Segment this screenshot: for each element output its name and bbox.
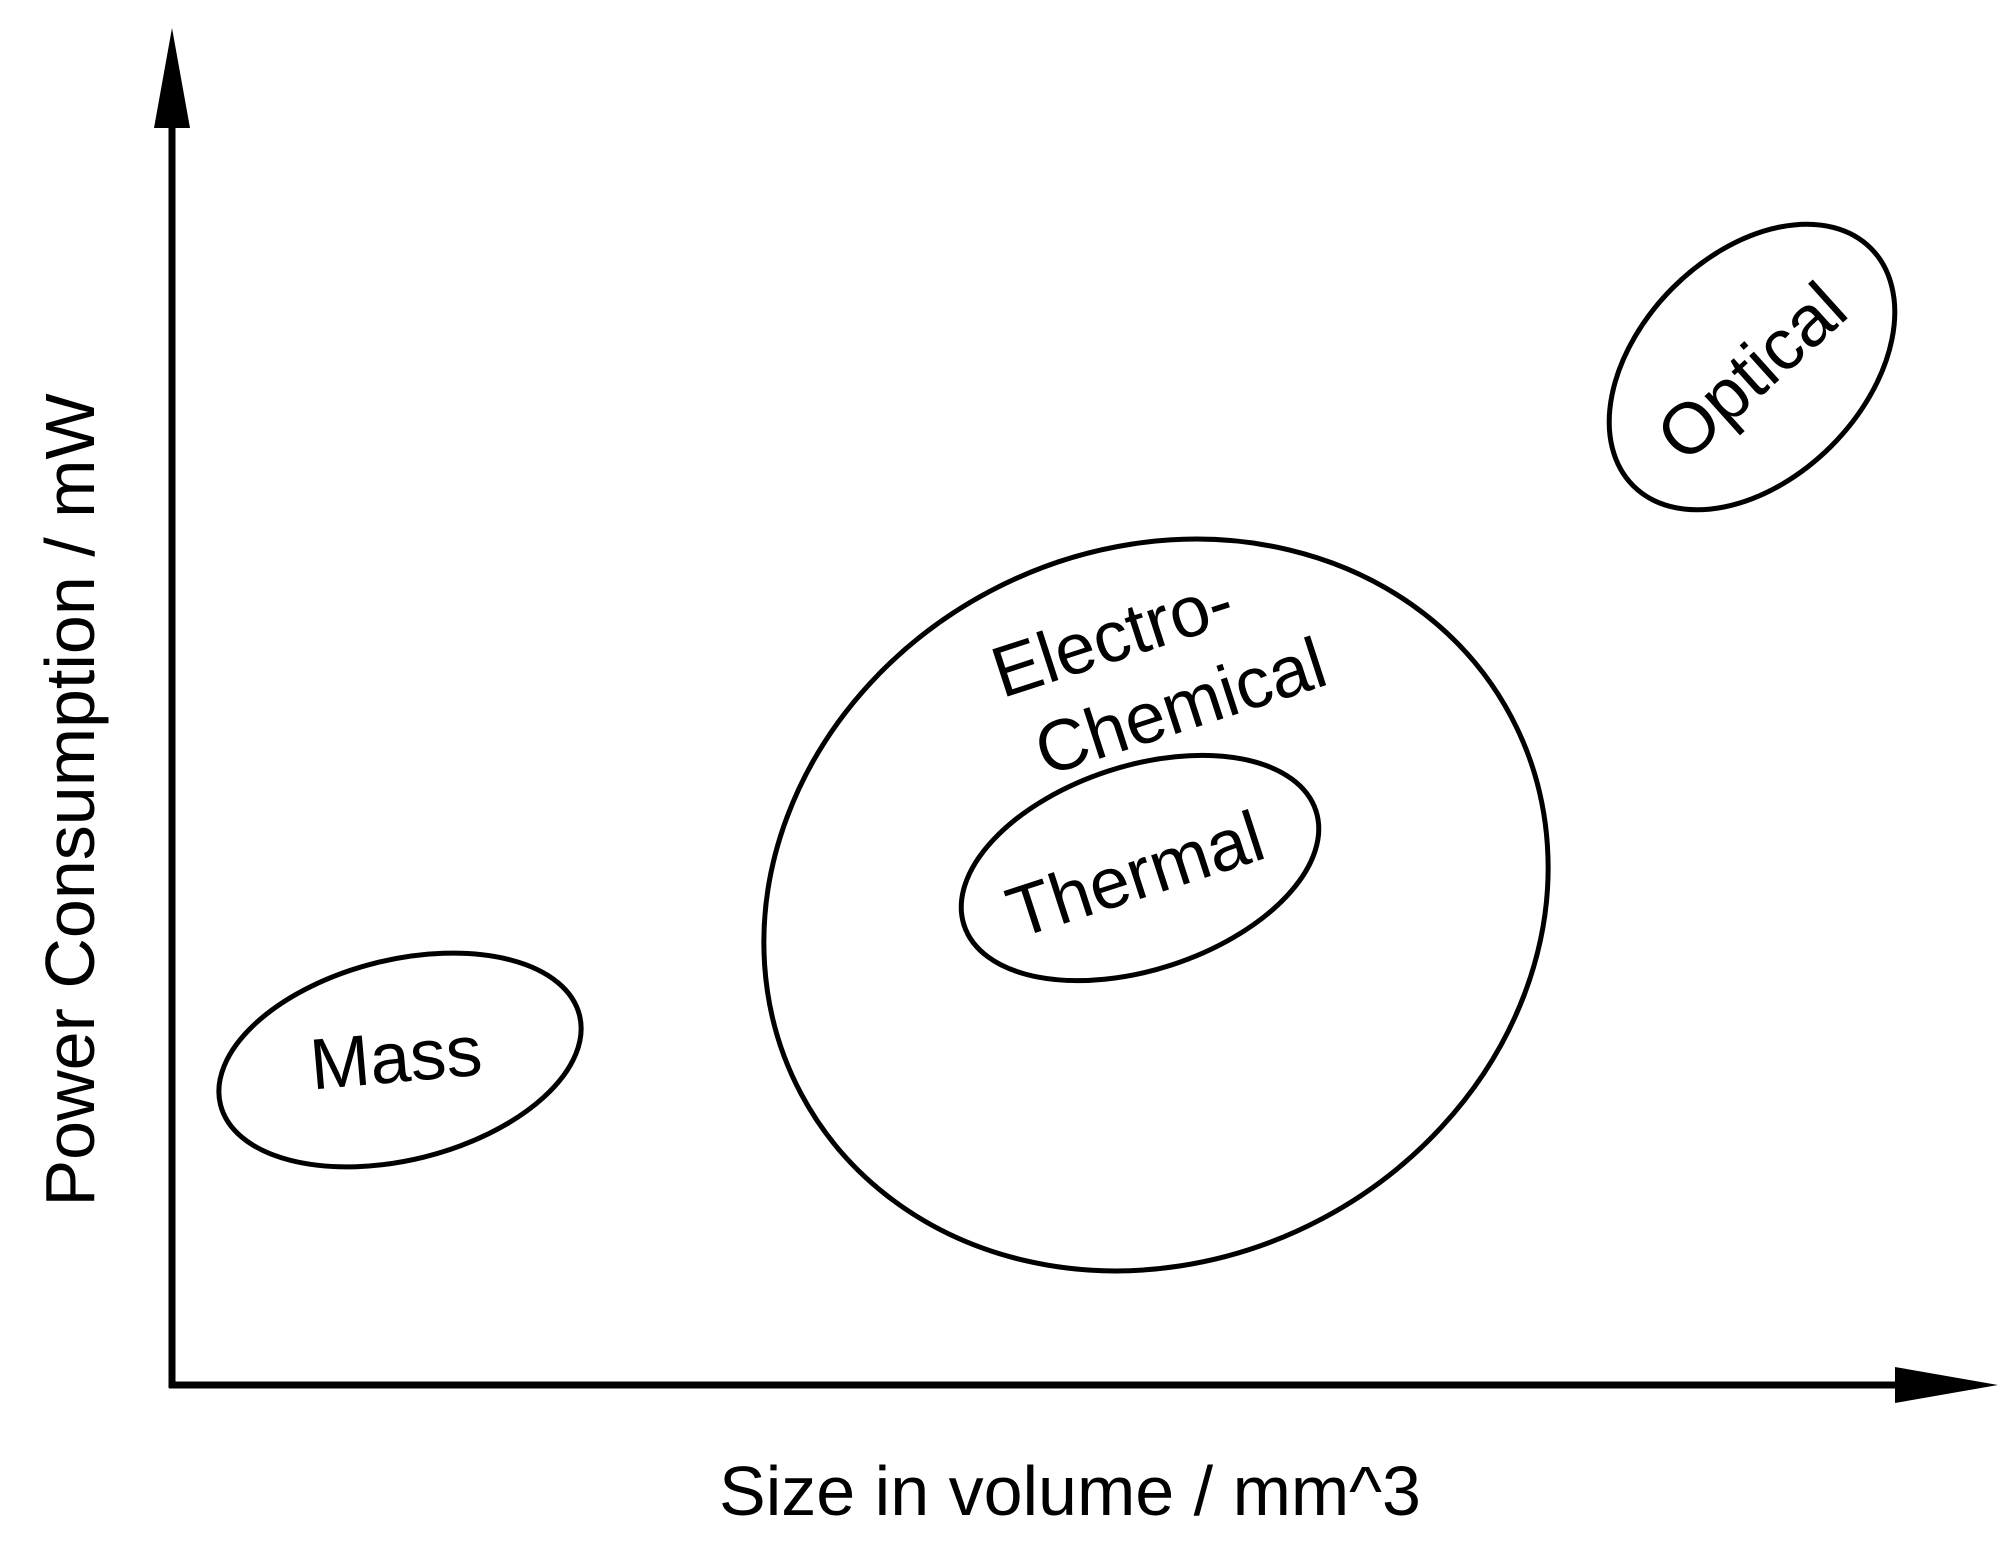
y-axis-label: Power Consumption / mW (31, 393, 109, 1206)
mass-region-ellipse (216, 950, 584, 1170)
x-axis-arrow-icon (1895, 1367, 1998, 1403)
thermal-label: Thermal (998, 796, 1274, 954)
y-axis-arrow-icon (154, 28, 190, 128)
x-axis-label: Size in volume / mm^3 (719, 1452, 1421, 1530)
mass-label: Mass (307, 1011, 485, 1106)
electro-chemical-region-ellipse (761, 536, 1551, 1274)
thermal-region-ellipse (958, 752, 1322, 984)
optical-region-ellipse (1606, 221, 1898, 513)
